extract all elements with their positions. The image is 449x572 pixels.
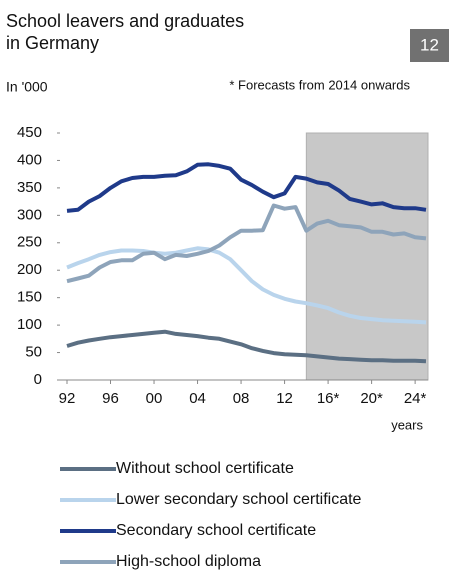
x-tick-label: 24*: [404, 390, 427, 407]
x-tick-label: 92: [59, 390, 76, 407]
y-tick-label: 150: [17, 289, 42, 306]
legend-label: Without school certificate: [116, 460, 294, 477]
y-tick-label: 100: [17, 316, 42, 333]
x-tick-label: 20*: [360, 390, 383, 407]
annotation: * Forecasts from 2014 onwards: [229, 77, 410, 92]
chart-title: School leavers and graduates in Germany: [6, 11, 244, 53]
y-tick-label: 350: [17, 179, 42, 196]
badge: 12: [420, 35, 439, 54]
badge-box: [410, 29, 449, 62]
x-tick-label: 08: [233, 390, 250, 407]
y-tick-label: 0: [34, 371, 42, 388]
y-tick-label: 450: [17, 124, 42, 141]
y-tick-label: 200: [17, 261, 42, 278]
y-tick-label: 250: [17, 234, 42, 251]
x-axis-label: years: [391, 417, 423, 432]
x-tick-label: 96: [102, 390, 119, 407]
forecast-region: [305, 132, 429, 381]
x-tick-label: 16*: [317, 390, 340, 407]
y-tick-label: 50: [25, 344, 42, 361]
series-line: [66, 246, 427, 325]
legend-label: Secondary school certificate: [116, 522, 316, 539]
y-tick-label: 400: [17, 151, 42, 168]
series-line: [66, 329, 427, 364]
x-tick-label: 04: [189, 390, 206, 407]
y-tick-label: 300: [17, 206, 42, 223]
series-line: [66, 203, 427, 284]
legend-label: Lower secondary school certificate: [116, 491, 362, 508]
legend-label: High-school diploma: [116, 553, 261, 570]
series-line: [66, 162, 427, 213]
x-tick-label: 00: [146, 390, 163, 407]
x-tick-label: 12: [276, 390, 293, 407]
subtitle: In '000: [6, 79, 48, 95]
